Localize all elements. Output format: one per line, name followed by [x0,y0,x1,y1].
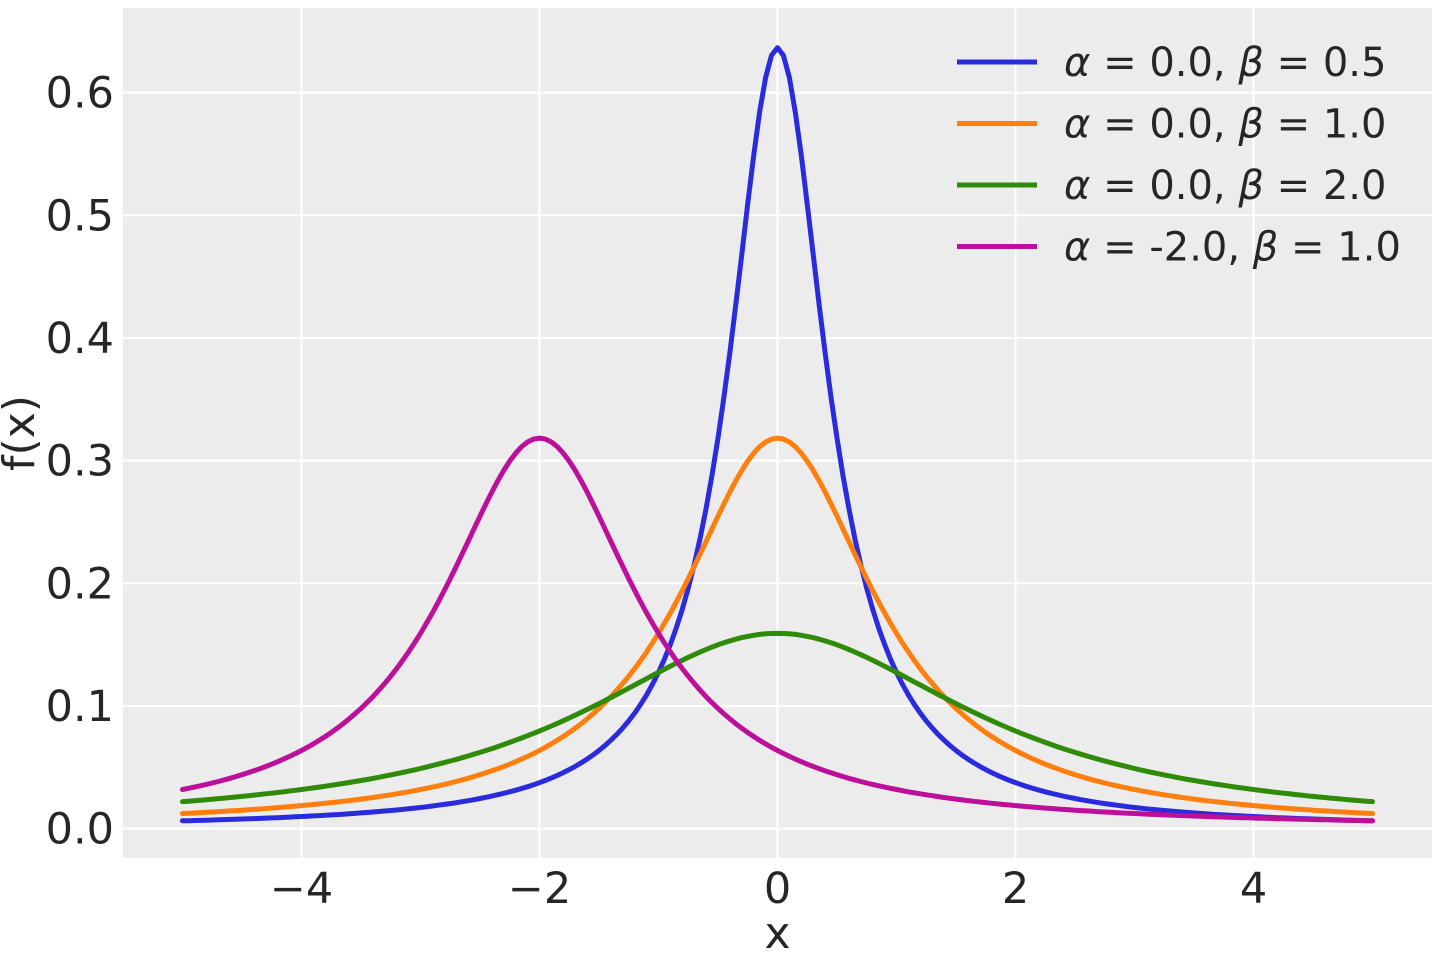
curve-4 [180,435,1375,824]
x-tick-label-4: 4 [1240,864,1267,914]
y-tick-label-6: 0.6 [46,69,114,119]
legend-label-3: α = 0.0, β = 2.0 [1064,163,1386,209]
x-axis-label: x [764,908,790,959]
legend-item-3: α = 0.0, β = 2.0 [957,163,1386,209]
y-axis-label: f(x) [0,395,45,471]
x-tick-labels: −4 −2 0 2 4 [270,864,1267,914]
x-tick-label-0: −4 [270,864,333,914]
legend-item-1: α = 0.0, β = 0.5 [957,40,1386,86]
legend: α = 0.0, β = 0.5 α = 0.0, β = 1.0 α = 0.0,… [957,40,1401,271]
legend-item-2: α = 0.0, β = 1.0 [957,102,1386,148]
y-tick-labels: 0.0 0.1 0.2 0.3 0.4 0.5 0.6 [46,69,114,855]
y-tick-label-5: 0.5 [46,191,114,241]
legend-label-2: α = 0.0, β = 1.0 [1064,102,1386,148]
curves [180,45,1375,824]
legend-label-1: α = 0.0, β = 0.5 [1064,40,1386,86]
y-tick-label-4: 0.4 [46,314,114,364]
legend-item-4: α = -2.0, β = 1.0 [957,225,1401,271]
y-tick-label-3: 0.3 [46,437,114,487]
curve-3 [180,630,1375,805]
x-tick-label-2: 0 [764,864,791,914]
grid [123,8,1432,858]
y-tick-label-2: 0.2 [46,559,114,609]
curve-1 [180,45,1375,824]
x-tick-label-1: −2 [508,864,571,914]
y-tick-label-1: 0.1 [46,682,114,732]
y-tick-label-0: 0.0 [46,805,114,855]
curve-2 [180,435,1375,816]
legend-label-4: α = -2.0, β = 1.0 [1064,225,1401,271]
x-tick-label-3: 2 [1002,864,1029,914]
